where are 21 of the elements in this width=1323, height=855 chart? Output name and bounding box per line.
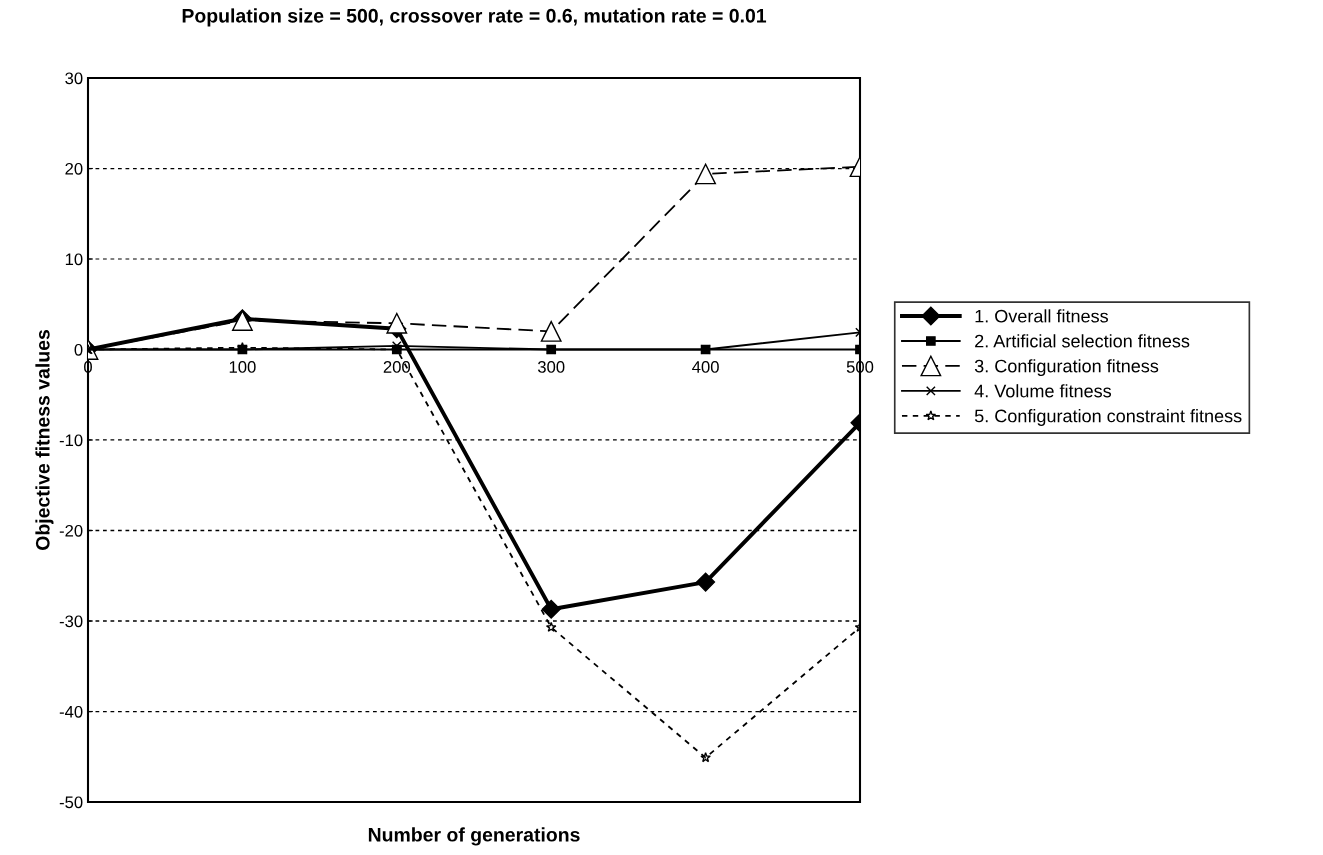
y-tick-label: 10 — [65, 253, 83, 266]
y-tick-label: 0 — [74, 343, 83, 356]
legend-label: 3. Configuration fitness — [974, 359, 1159, 377]
legend-label: 1. Overall fitness — [975, 309, 1108, 323]
x-tick-label: 400 — [692, 361, 719, 373]
y-tick-label: 20 — [65, 162, 83, 175]
y-tick-label: -40 — [59, 705, 83, 718]
x-tick-label: 200 — [383, 361, 411, 373]
y-tick-label: -10 — [59, 434, 83, 447]
legend-label: 2. Artificial selection fitness — [975, 334, 1190, 348]
y-tick-label: -30 — [59, 615, 83, 628]
x-axis-title: Number of generations — [368, 827, 580, 846]
legend-label: 5. Configuration constraint fitness — [974, 409, 1242, 426]
y-tick-label: -50 — [59, 796, 83, 809]
x-tick-label: 300 — [537, 361, 565, 373]
x-tick-label: 100 — [229, 361, 256, 373]
y-tick-label: -20 — [59, 524, 83, 537]
legend-label: 4. Volume fitness — [974, 384, 1112, 398]
chart-title: Population size = 500, crossover rate = 0.6, mutation rate = 0.01 — [182, 8, 767, 27]
y-axis-title: Objective fitness values — [35, 330, 54, 550]
y-tick-label: 30 — [65, 72, 83, 85]
